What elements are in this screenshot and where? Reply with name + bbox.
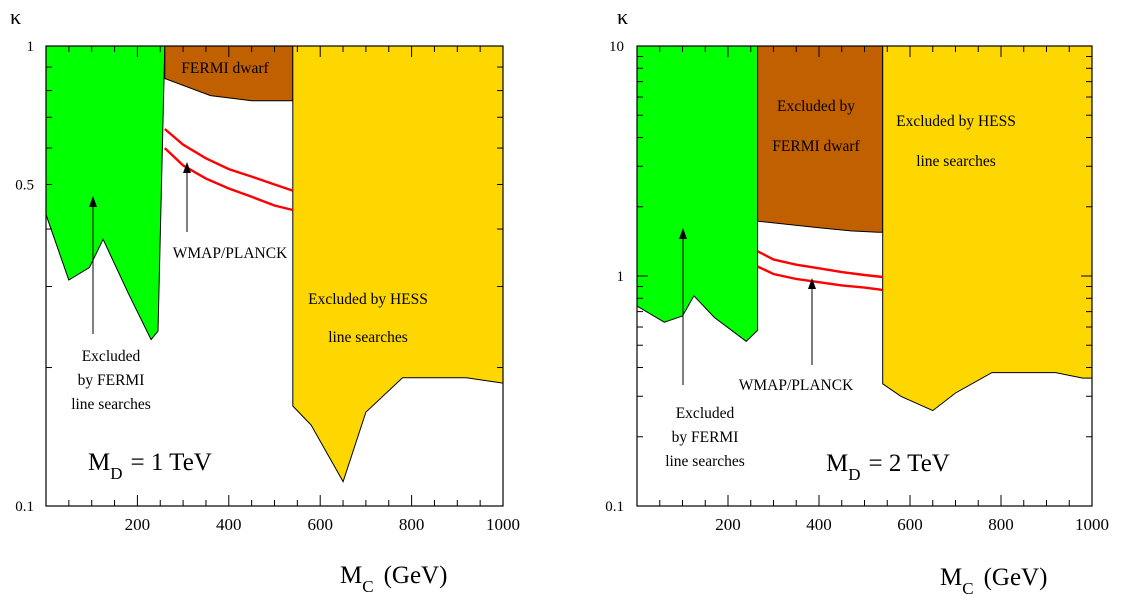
- y-tick-label: 0.1: [605, 499, 624, 515]
- x-tick-label: 400: [806, 515, 832, 534]
- wmap-label: WMAP/PLANCK: [173, 245, 288, 262]
- region-label-hess-line: line searches: [328, 329, 408, 346]
- x-tick-label: 600: [897, 515, 923, 534]
- region-fermi-line: [637, 46, 759, 342]
- region-label-fermi-dwarf: FERMI dwarf: [181, 60, 269, 77]
- wmap-band-lower: [757, 265, 883, 292]
- y-tick-label: 1: [27, 39, 35, 55]
- region-label-fermi-line: by FERMI: [78, 372, 145, 389]
- x-tick-label: 600: [307, 515, 333, 534]
- x-tick-label: 200: [715, 515, 741, 534]
- y-axis-title: κ: [617, 4, 628, 29]
- y-tick-label: 10: [609, 39, 624, 55]
- x-tick-label: 200: [125, 515, 151, 534]
- wmap-band-lower: [163, 147, 294, 212]
- region-label-fermi-line: line searches: [665, 453, 745, 470]
- x-tick-label: 1000: [1075, 515, 1109, 534]
- md-annotation: MD = 1 TeV: [88, 449, 212, 483]
- region-label-fermi-line: Excluded: [82, 348, 141, 365]
- region-label-hess-line: line searches: [916, 153, 996, 170]
- plot-area: [46, 46, 503, 483]
- y-tick-label: 1: [617, 269, 625, 285]
- x-tick-label: 400: [216, 515, 242, 534]
- wmap-arrow-head: [183, 162, 191, 173]
- x-tick-label: 800: [988, 515, 1014, 534]
- plot-area: [637, 46, 1092, 412]
- region-label-fermi-dwarf: Excluded by: [777, 98, 855, 115]
- x-tick-label: 800: [399, 515, 425, 534]
- y-axis-title: κ: [10, 4, 21, 29]
- region-fermi-line: [46, 46, 166, 341]
- region-hess-line: [292, 46, 503, 483]
- region-label-fermi-line: by FERMI: [672, 429, 739, 446]
- wmap-arrow-head: [808, 278, 816, 289]
- region-label-hess-line: Excluded by HESS: [896, 113, 1016, 130]
- region-label-hess-line: Excluded by HESS: [308, 291, 428, 308]
- md-annotation: MD = 2 TeV: [826, 450, 950, 484]
- y-tick-label: 0.5: [15, 177, 34, 193]
- x-axis-title: MC (GeV): [340, 562, 447, 596]
- x-axis-title: MC (GeV): [940, 564, 1047, 598]
- region-label-fermi-line: Excluded: [676, 405, 735, 422]
- chart-panel-2: 200 400 600 800 1000 0.1 1 10 Excluded by FERMI li…: [605, 4, 1109, 598]
- region-fermi-dwarf: [164, 46, 294, 102]
- fermi-line-arrow-head: [89, 196, 97, 207]
- y-tick-label: 0.1: [15, 499, 34, 515]
- region-hess-line: [882, 46, 1092, 412]
- region-label-fermi-line: line searches: [71, 396, 151, 413]
- wmap-label: WMAP/PLANCK: [739, 377, 854, 394]
- wmap-band-upper: [757, 250, 883, 279]
- chart-panel-1: 200 400 600 800 1000 0.1 0.5 1 Excluded by FERMI l…: [10, 4, 520, 596]
- wmap-band-upper: [164, 128, 294, 192]
- x-tick-label: 1000: [486, 515, 520, 534]
- region-label-fermi-dwarf: FERMI dwarf: [772, 138, 860, 155]
- fermi-line-arrow-head: [679, 228, 687, 239]
